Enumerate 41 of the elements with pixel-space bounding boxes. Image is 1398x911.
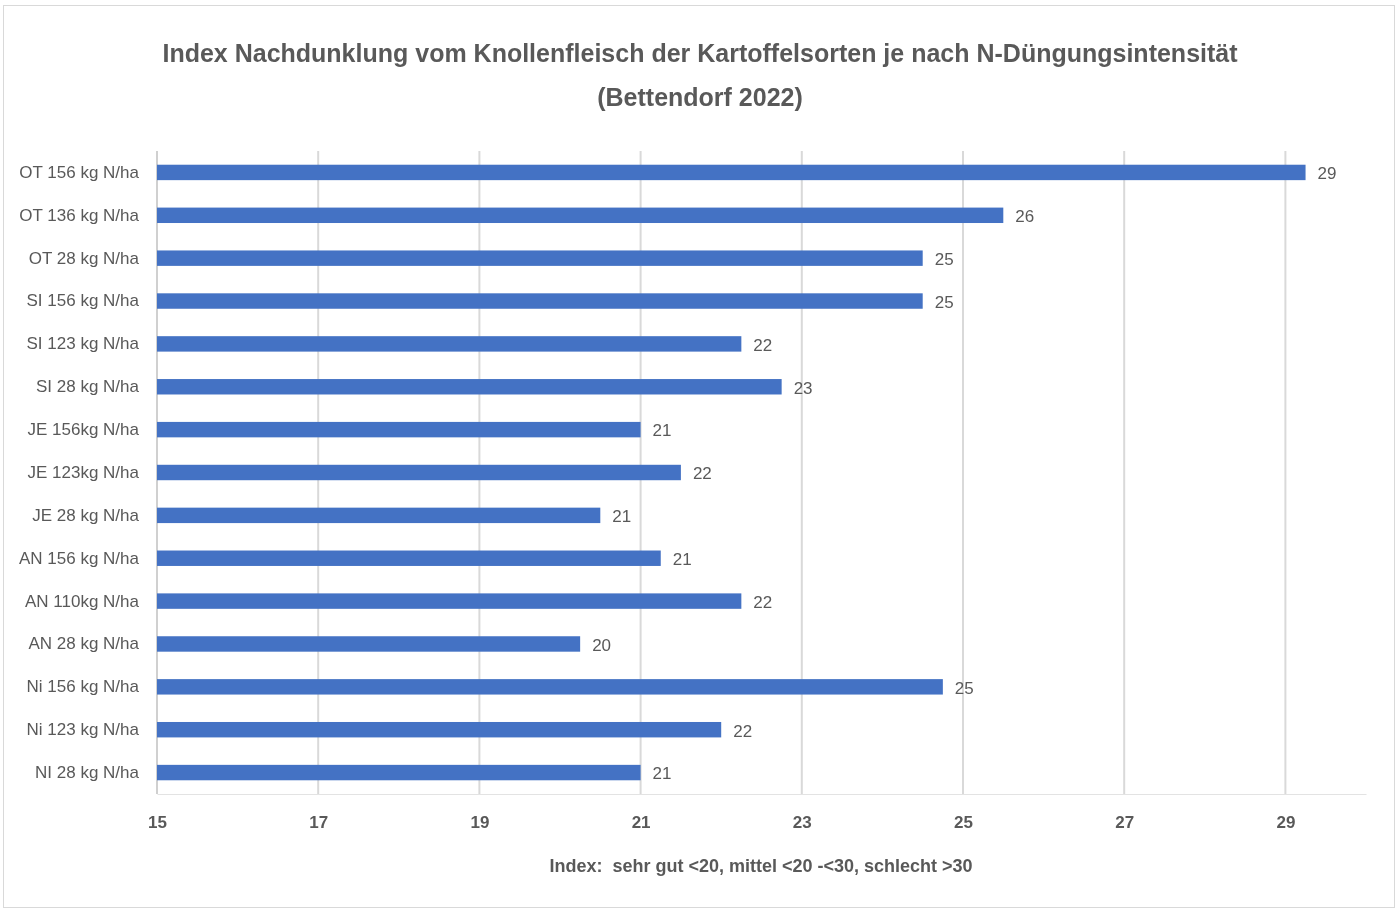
y-tick-label: SI 28 kg N/ha (35, 377, 140, 397)
data-label: 25 (934, 249, 954, 269)
data-label: 26 (1015, 207, 1035, 227)
y-tick-label: SI 156 kg N/ha (26, 291, 140, 311)
x-tick-label: 29 (1276, 813, 1296, 833)
y-tick-label: JE 123kg N/ha (27, 462, 140, 482)
x-tick-label: 25 (954, 813, 973, 833)
data-label: 22 (753, 335, 773, 355)
data-label: 22 (692, 464, 712, 484)
y-tick-label: AN 110kg N/ha (24, 591, 140, 611)
y-tick-label: JE 156kg N/ha (27, 420, 140, 440)
x-tick-label: 15 (148, 813, 167, 833)
data-label: 20 (592, 635, 612, 655)
x-tick-label: 17 (309, 813, 329, 833)
data-label: 22 (753, 592, 773, 612)
y-tick-label: Ni 156 kg N/ha (26, 677, 140, 697)
data-label: 21 (652, 421, 672, 441)
data-label: 21 (652, 764, 672, 784)
y-tick-label: OT 136 kg N/ha (19, 205, 140, 225)
y-tick-label: OT 156 kg N/ha (19, 162, 140, 182)
y-tick-label: AN 28 kg N/ha (28, 634, 140, 654)
data-label: 25 (934, 292, 954, 312)
data-label: 29 (1317, 164, 1337, 184)
y-tick-label: NI 28 kg N/ha (35, 763, 140, 783)
x-tick-label: 27 (1115, 813, 1135, 833)
chart-title: Index Nachdunklung vom Knollenfleisch der Kartoffelsorten je nach N-Düngungsintensität (162, 39, 1239, 67)
x-tick-label: 23 (792, 813, 812, 833)
x-axis-title: Index: sehr gut <20, mittel <20 -<30, schlecht >30 (549, 856, 973, 876)
data-label: 25 (954, 678, 974, 698)
y-tick-label: AN 156 kg N/ha (18, 548, 140, 568)
data-label: 22 (733, 721, 753, 741)
data-label: 21 (672, 550, 692, 570)
x-tick-label: 19 (470, 813, 490, 833)
y-tick-label: SI 123 kg N/ha (26, 334, 140, 354)
y-tick-label: JE 28 kg N/ha (32, 505, 140, 525)
data-label: 21 (612, 507, 632, 527)
chart-subtitle: (Bettendorf 2022) (597, 83, 803, 111)
y-tick-label: OT 28 kg N/ha (28, 248, 140, 268)
data-label: 23 (793, 378, 813, 398)
x-tick-label: 21 (631, 813, 651, 833)
y-tick-label: Ni 123 kg N/ha (26, 720, 140, 740)
